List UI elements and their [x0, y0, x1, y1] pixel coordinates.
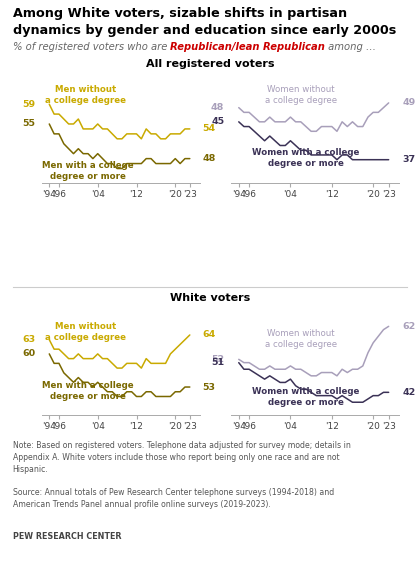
Text: PEW RESEARCH CENTER: PEW RESEARCH CENTER [13, 532, 121, 541]
Text: 48: 48 [203, 154, 216, 163]
Text: Women with a college
degree or more: Women with a college degree or more [252, 387, 360, 407]
Text: 60: 60 [23, 350, 36, 358]
Text: 64: 64 [203, 331, 216, 339]
Text: Men without
a college degree: Men without a college degree [45, 322, 126, 342]
Text: 62: 62 [402, 322, 416, 331]
Text: Republican/lean Republican: Republican/lean Republican [170, 42, 325, 52]
Text: 51: 51 [211, 358, 224, 367]
Text: 53: 53 [203, 383, 215, 391]
Text: All registered voters: All registered voters [146, 59, 274, 69]
Text: 59: 59 [23, 100, 36, 109]
Text: 45: 45 [211, 117, 224, 126]
Text: % of registered voters who are: % of registered voters who are [13, 42, 170, 52]
Text: among …: among … [325, 42, 376, 52]
Text: Men without
a college degree: Men without a college degree [45, 85, 126, 105]
Text: White voters: White voters [170, 293, 250, 303]
Text: 49: 49 [402, 99, 416, 107]
Text: Note: Based on registered voters. Telephone data adjusted for survey mode; detai: Note: Based on registered voters. Teleph… [13, 441, 350, 474]
Text: dynamics by gender and education since early 2000s: dynamics by gender and education since e… [13, 24, 396, 37]
Text: Men with a college
degree or more: Men with a college degree or more [42, 161, 134, 181]
Text: Source: Annual totals of Pew Research Center telephone surveys (1994-2018) and
A: Source: Annual totals of Pew Research Ce… [13, 488, 334, 509]
Text: Women with a college
degree or more: Women with a college degree or more [252, 148, 360, 168]
Text: 55: 55 [23, 120, 36, 128]
Text: Men with a college
degree or more: Men with a college degree or more [42, 382, 134, 402]
Text: Women without
a college degree: Women without a college degree [265, 85, 337, 105]
Text: Women without
a college degree: Women without a college degree [265, 329, 337, 350]
Text: 52: 52 [211, 355, 224, 364]
Text: 48: 48 [211, 103, 224, 112]
Text: Among White voters, sizable shifts in partisan: Among White voters, sizable shifts in pa… [13, 7, 347, 20]
Text: 54: 54 [203, 124, 216, 134]
Text: 37: 37 [402, 155, 415, 164]
Text: 63: 63 [23, 335, 36, 344]
Text: 42: 42 [402, 388, 416, 397]
